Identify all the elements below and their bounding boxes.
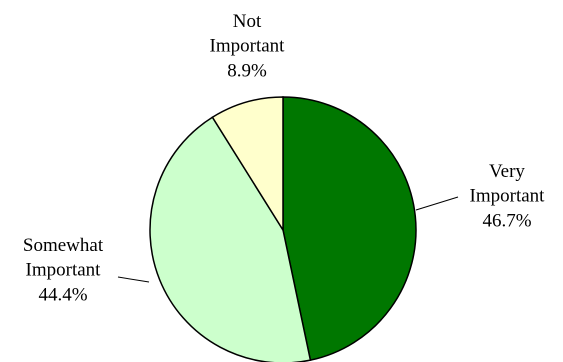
slice-value-label: 8.9%	[227, 60, 267, 81]
slice-label: Not Important 8.9%	[210, 11, 286, 81]
pie-slice-somewhat-important	[149, 116, 312, 362]
slice-name-label: Somewhat	[23, 235, 104, 256]
slice-labels: Very Important 46.7% Somewhat Important 44.4%…	[23, 11, 545, 305]
pie-slices	[149, 96, 417, 362]
pie-slice-not-important	[211, 96, 284, 233]
slice-name-label: Important	[470, 186, 546, 207]
slice-label: Very Important 46.7%	[470, 161, 546, 231]
slice-name-label: Not	[233, 11, 262, 32]
leader-lines	[117, 196, 459, 283]
slice-name-label: Important	[210, 36, 286, 57]
leader-line	[117, 276, 150, 283]
slice-value-label: 44.4%	[38, 284, 87, 305]
slice-name-label: Important	[26, 260, 102, 281]
slice-value-label: 46.7%	[482, 210, 531, 231]
leader-line	[415, 196, 459, 211]
pie-slice-very-important	[282, 96, 417, 362]
slice-label: Somewhat Important 44.4%	[23, 235, 104, 305]
slice-name-label: Very	[489, 161, 525, 182]
